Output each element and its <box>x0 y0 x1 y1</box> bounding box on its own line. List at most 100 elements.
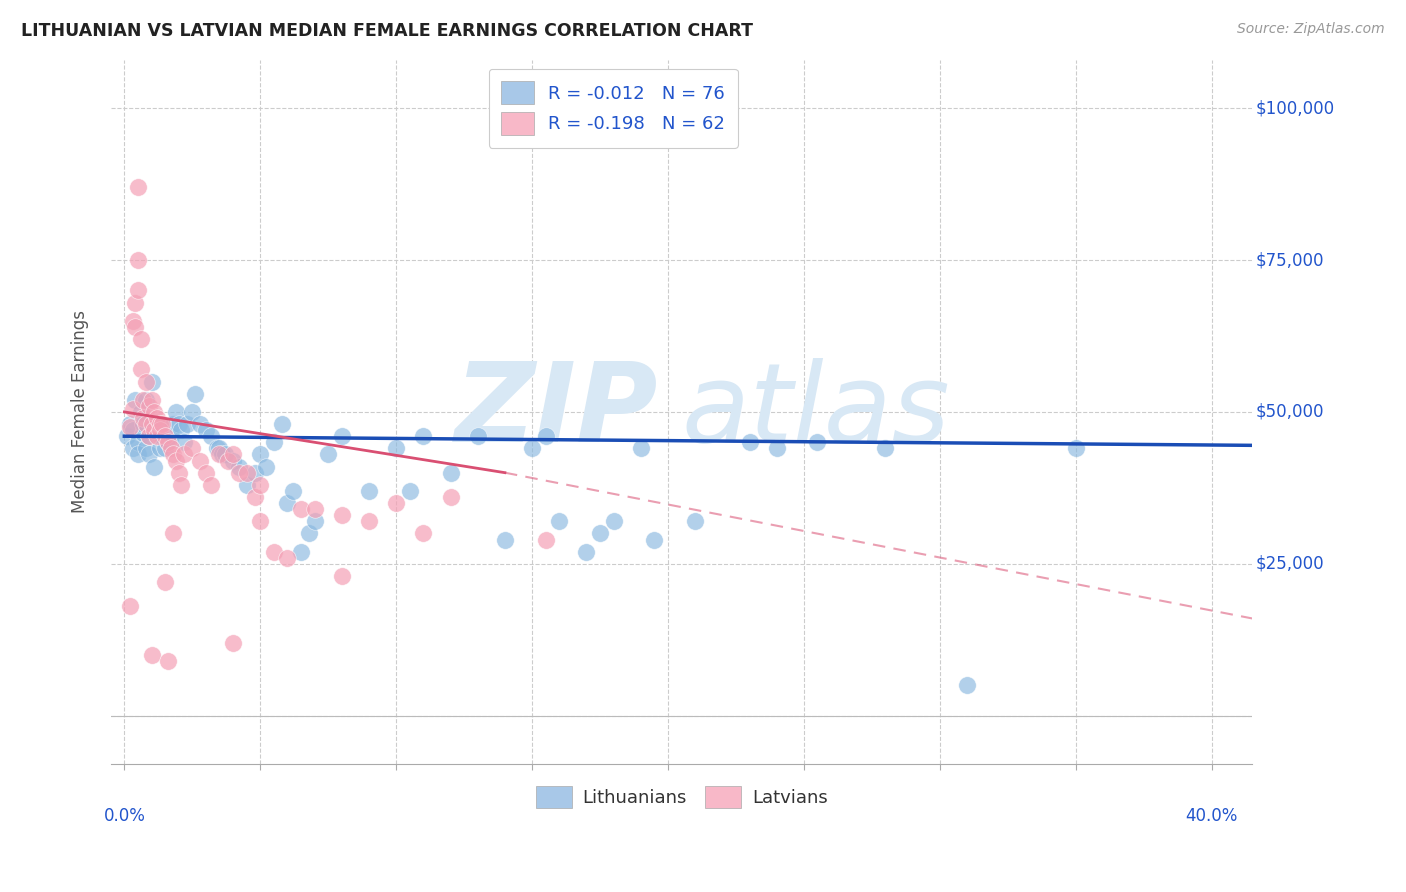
Y-axis label: Median Female Earnings: Median Female Earnings <box>72 310 89 514</box>
Point <box>121 423 143 437</box>
Text: 0.0%: 0.0% <box>104 806 145 824</box>
Point <box>135 375 157 389</box>
Point <box>152 429 174 443</box>
Point <box>143 405 166 419</box>
Point <box>141 417 163 431</box>
Point <box>138 399 160 413</box>
Point <box>194 423 217 437</box>
Point <box>630 442 652 456</box>
Point <box>181 405 204 419</box>
Point <box>602 514 624 528</box>
Point <box>127 253 149 268</box>
Point <box>217 453 239 467</box>
Point <box>149 429 172 443</box>
Point <box>121 314 143 328</box>
Point <box>173 435 195 450</box>
Point <box>222 636 245 650</box>
Point <box>135 392 157 407</box>
Point <box>138 429 160 443</box>
Point <box>398 483 420 498</box>
Point <box>316 447 339 461</box>
Point <box>575 544 598 558</box>
Point <box>249 478 271 492</box>
Point <box>162 447 184 461</box>
Point <box>181 442 204 456</box>
Point <box>290 502 312 516</box>
Point <box>683 514 706 528</box>
Text: $50,000: $50,000 <box>1256 403 1324 421</box>
Text: $100,000: $100,000 <box>1256 99 1334 117</box>
Text: LITHUANIAN VS LATVIAN MEDIAN FEMALE EARNINGS CORRELATION CHART: LITHUANIAN VS LATVIAN MEDIAN FEMALE EARN… <box>21 22 754 40</box>
Point <box>141 392 163 407</box>
Point <box>152 417 174 431</box>
Point <box>132 411 155 425</box>
Point <box>205 442 228 456</box>
Point <box>228 466 250 480</box>
Point <box>176 417 198 431</box>
Point <box>304 514 326 528</box>
Point <box>765 442 787 456</box>
Text: Source: ZipAtlas.com: Source: ZipAtlas.com <box>1237 22 1385 37</box>
Point <box>263 435 285 450</box>
Point <box>159 429 181 443</box>
Point <box>589 526 612 541</box>
Point <box>135 442 157 456</box>
Point <box>243 466 266 480</box>
Point <box>156 654 179 668</box>
Point <box>385 442 408 456</box>
Point <box>385 496 408 510</box>
Point <box>271 417 294 431</box>
Point <box>249 447 271 461</box>
Point <box>127 435 149 450</box>
Point <box>412 526 434 541</box>
Point <box>357 483 380 498</box>
Point <box>276 496 298 510</box>
Point <box>159 442 181 456</box>
Point <box>467 429 489 443</box>
Point <box>254 459 277 474</box>
Point <box>153 574 176 589</box>
Text: $25,000: $25,000 <box>1256 555 1324 573</box>
Point <box>875 442 897 456</box>
Point <box>167 417 190 431</box>
Point <box>643 533 665 547</box>
Point <box>162 526 184 541</box>
Point <box>121 442 143 456</box>
Point <box>115 429 138 443</box>
Point <box>170 423 193 437</box>
Text: ZIP: ZIP <box>456 359 659 466</box>
Point <box>149 423 172 437</box>
Point <box>249 514 271 528</box>
Point <box>330 569 353 583</box>
Point <box>548 514 571 528</box>
Point <box>124 319 146 334</box>
Point <box>228 459 250 474</box>
Point <box>222 447 245 461</box>
Point <box>118 599 141 614</box>
Point <box>141 423 163 437</box>
Point <box>439 490 461 504</box>
Point <box>208 442 231 456</box>
Point <box>806 435 828 450</box>
Point <box>118 417 141 431</box>
Point <box>263 544 285 558</box>
Point <box>141 648 163 662</box>
Point <box>200 478 222 492</box>
Point <box>135 417 157 431</box>
Point <box>167 466 190 480</box>
Point <box>190 417 212 431</box>
Point <box>129 332 152 346</box>
Text: $75,000: $75,000 <box>1256 251 1324 269</box>
Point <box>243 490 266 504</box>
Point <box>146 411 169 425</box>
Point <box>153 429 176 443</box>
Point <box>143 423 166 437</box>
Point <box>956 678 979 692</box>
Point <box>132 426 155 441</box>
Point <box>494 533 516 547</box>
Point <box>118 420 141 434</box>
Point <box>439 466 461 480</box>
Point <box>304 502 326 516</box>
Point <box>738 435 761 450</box>
Point <box>357 514 380 528</box>
